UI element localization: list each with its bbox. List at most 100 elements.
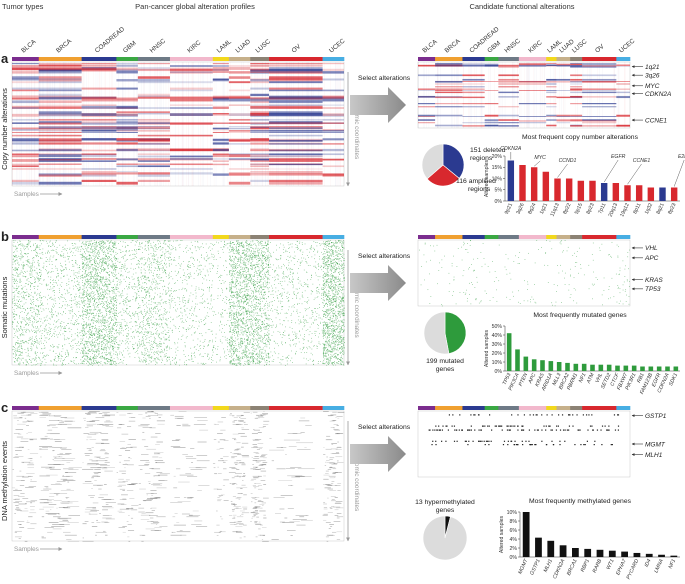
bar-label: MLH1 (543, 558, 554, 573)
tumor-types-label: Tumor types (2, 2, 44, 11)
bar (640, 366, 645, 371)
tumor-type-band (81, 57, 117, 61)
tumor-type-band (322, 57, 345, 61)
bar (522, 512, 530, 557)
tumor-type-band (269, 57, 323, 61)
y-tick-label: 5% (495, 188, 503, 194)
bar (656, 366, 662, 371)
tumor-type-band (38, 406, 82, 410)
bar-label: TP53 (502, 372, 513, 386)
pie-slice (422, 515, 468, 561)
bar (598, 364, 604, 371)
bar-chart-title: Most frequent copy number alterations (522, 134, 639, 141)
y-tick-label: 8% (510, 519, 518, 525)
tumor-type-band (81, 235, 117, 239)
pie-deleted-label: 151 deleted regions (470, 147, 506, 162)
gene-label: CDKN2A (645, 91, 671, 98)
bar (547, 540, 555, 557)
tumor-type-label: LAML (216, 38, 234, 54)
y-tick-label: 2% (510, 546, 518, 552)
tumor-type-band (212, 57, 230, 61)
altered-samples-label: Altered samples (484, 160, 490, 198)
gene-label: APC (644, 255, 659, 262)
tumor-type-label: LUAD (234, 38, 252, 55)
tumor-type-band (582, 406, 617, 410)
bar (615, 365, 620, 371)
samples-label: Samples (14, 546, 39, 553)
bar-label: GSTP1 (529, 558, 542, 576)
bar (589, 180, 596, 201)
pie-slice (442, 143, 465, 179)
y-tick-label: 10% (492, 360, 503, 366)
panel-c: c DNA methylation events Genomic coordinat… (0, 400, 680, 580)
tumor-type-band (212, 235, 230, 239)
tumor-type-band (498, 57, 520, 61)
bar-annotation: CCNE1 (633, 158, 651, 164)
bar-label: 8q21 (655, 202, 665, 215)
bar-label: WT1 (606, 558, 616, 571)
bar (645, 553, 653, 557)
bar (573, 363, 579, 371)
y-tick-label: 20% (492, 351, 503, 357)
bar-label: 19q12 (619, 202, 631, 218)
tumor-type-band (322, 235, 345, 239)
bar-label: ATM (585, 372, 596, 386)
genomic-coordinates-label: Genomic coordinates (353, 277, 360, 337)
samples-label: Samples (14, 370, 39, 377)
bar (559, 545, 567, 557)
bar (596, 549, 604, 557)
select-alterations-label: Select alterations (358, 75, 411, 82)
gene-label: 3q26 (645, 73, 660, 80)
bar (658, 554, 665, 557)
tumor-type-label: OV (594, 43, 606, 55)
tumor-type-band (570, 57, 583, 61)
tumor-type-band (546, 57, 557, 61)
bar-label: 7p11 (597, 202, 607, 215)
pie-amplified-label: 116 amplified regions (456, 178, 496, 193)
tumor-type-label: BLCA (20, 38, 38, 55)
tumor-type-band (435, 57, 463, 61)
y-tick-label: 40% (492, 333, 503, 339)
y-tick-label: 6% (510, 528, 518, 534)
tumor-type-band (462, 235, 485, 239)
tumor-type-band (38, 235, 82, 239)
tumor-type-band (116, 235, 139, 239)
bar-label: LMNA (653, 558, 665, 574)
bar-annotation: E2F3 (678, 154, 685, 160)
bar-label: 3q26 (515, 202, 525, 215)
select-arrow-icon (350, 436, 406, 472)
y-tick-label: 0% (510, 555, 518, 561)
bar (584, 548, 592, 557)
bar-label: CTCF (610, 372, 622, 388)
bar-label: 5p15 (574, 202, 584, 215)
bar (670, 187, 678, 201)
tumor-type-band (582, 57, 617, 61)
gene-label: MGMT (645, 441, 666, 448)
tumor-type-band (418, 235, 436, 239)
tumor-type-band (212, 406, 230, 410)
bar (507, 160, 515, 201)
bar-label: 8q24 (527, 202, 537, 215)
genomic-coordinates-label: Genomic coordinates (353, 451, 360, 511)
tumor-type-band (518, 57, 547, 61)
tumor-type-band (418, 57, 436, 61)
bar-label: 8p22 (562, 202, 572, 215)
tumor-type-band (269, 235, 323, 239)
gene-label: TP53 (645, 286, 661, 293)
tumor-type-band (169, 57, 214, 61)
tumor-type-label: UCEC (328, 37, 347, 54)
y-tick-label: 0% (495, 199, 503, 205)
tumor-type-band (484, 406, 499, 410)
gene-label: MLH1 (645, 452, 663, 459)
tumor-type-band (570, 406, 583, 410)
tumor-type-band (570, 235, 583, 239)
bar-label: KRAS (534, 372, 546, 388)
bar (531, 359, 537, 371)
tumor-type-band (322, 406, 345, 410)
bar (523, 356, 529, 371)
bar-label: VHL (594, 372, 604, 384)
bar-label: RBP1 (580, 558, 591, 573)
bar-label: NF1 (668, 558, 678, 570)
tumor-type-band (518, 235, 547, 239)
